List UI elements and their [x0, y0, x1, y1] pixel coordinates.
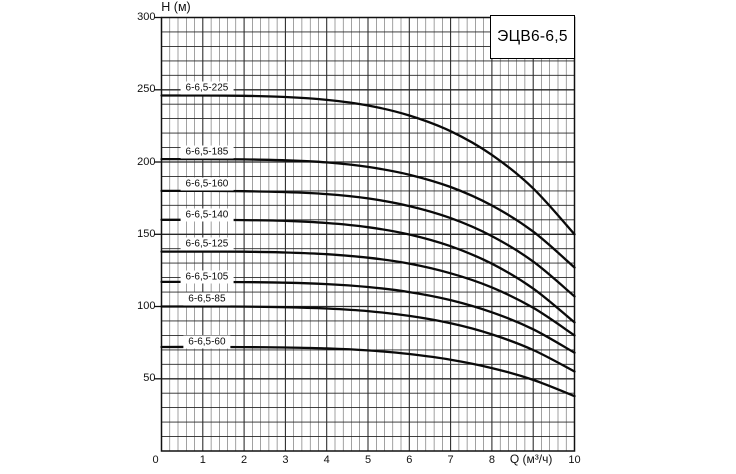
y-tick-label: 100 [137, 300, 156, 312]
pump-curve-6-6,5-60 [160, 345, 576, 398]
curve-label-6-6,5-140: 6-6,5-140 [180, 208, 234, 222]
curve-label-6-6,5-185: 6-6,5-185 [180, 145, 234, 159]
curve-label-6-6,5-105: 6-6,5-105 [180, 270, 234, 284]
chart-title-box: ЭЦВ6-6,5 [490, 15, 575, 59]
y-tick-label: 300 [137, 11, 156, 23]
pump-curve-6-6,5-160 [160, 189, 576, 298]
pump-curve-6-6,5-85 [160, 305, 576, 373]
y-tick-label: 250 [137, 83, 156, 96]
x-tick-label: 3 [282, 453, 289, 466]
y-axis-label: H (м) [161, 0, 191, 14]
curve-label-6-6,5-85: 6-6,5-85 [183, 292, 231, 306]
pump-curve-6-6,5-125 [160, 250, 576, 337]
x-tick-label: 6 [406, 453, 413, 466]
x-tick-label: 5 [364, 453, 372, 466]
chart-title: ЭЦВ6-6,5 [497, 28, 568, 45]
x-tick-label: 4 [323, 453, 330, 466]
x-tick-label: 7 [447, 453, 454, 466]
x-tick-label: 1 [199, 453, 206, 466]
curve-label-6-6,5-60: 6-6,5-60 [183, 335, 231, 349]
y-tick-label: 150 [137, 227, 156, 240]
curve-label-6-6,5-125: 6-6,5-125 [180, 237, 234, 251]
pump-curve-6-6,5-185 [160, 157, 576, 269]
x-tick-label: 10 [568, 453, 581, 466]
x-tick-label: 8 [488, 453, 495, 466]
y-tick-label: 50 [143, 372, 156, 385]
x-tick-label: 0 [152, 453, 159, 466]
curve-label-6-6,5-225: 6-6,5-225 [180, 81, 234, 95]
x-axis-label: Q (м³/ч) [509, 452, 553, 466]
x-tick-label: 2 [241, 453, 248, 466]
pump-curve-6-6,5-225 [160, 94, 576, 236]
y-tick-label: 200 [137, 155, 156, 168]
curve-label-6-6,5-160: 6-6,5-160 [180, 177, 234, 191]
